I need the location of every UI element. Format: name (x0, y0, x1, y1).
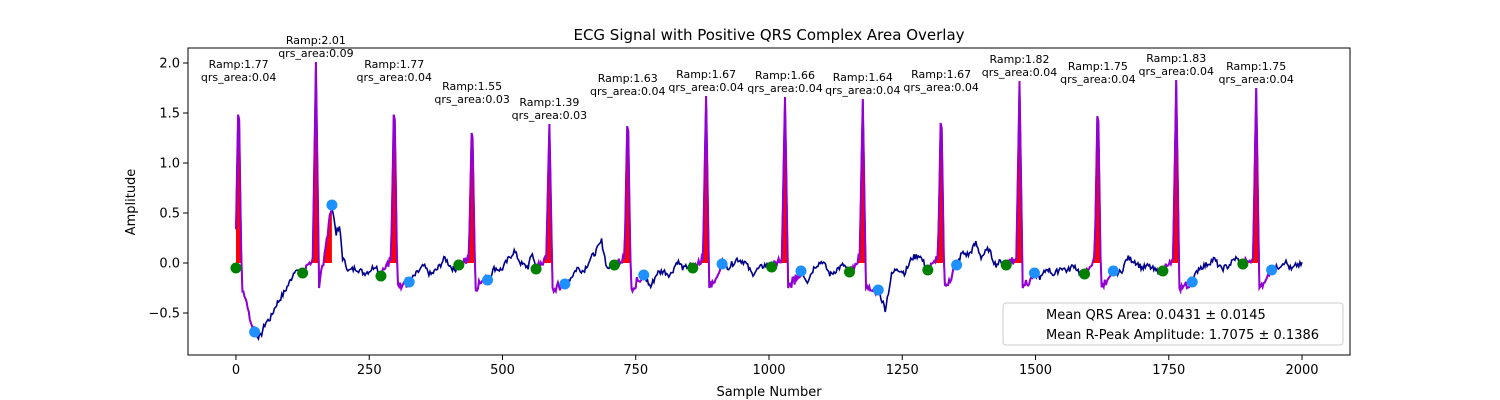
qrs-segment-line (302, 61, 333, 289)
ramp-label: Ramp:1.83 (1146, 52, 1206, 65)
ramp-label: Ramp:1.67 (676, 68, 736, 81)
qrs-segment-line (1005, 80, 1036, 289)
y-tick-label: 1.5 (159, 107, 180, 122)
y-tick-label: 1.0 (159, 157, 180, 172)
qrs-area-label: qrs_area:0.04 (982, 66, 1057, 79)
qrs-segment-line (1242, 87, 1272, 292)
qrs-onset-marker (922, 264, 934, 276)
qrs-segment-line (1083, 116, 1114, 291)
qrs-offset-marker (951, 259, 963, 271)
qrs-offset-marker (1107, 265, 1119, 277)
ramp-label: Ramp:1.75 (1226, 60, 1286, 73)
qrs-offset-marker (326, 199, 338, 211)
qrs-area-label: qrs_area:0.04 (1138, 65, 1213, 78)
qrs-area-label: qrs_area:0.04 (1060, 73, 1135, 86)
qrs-area-label: qrs_area:0.04 (668, 81, 743, 94)
qrs-segment-line (613, 126, 644, 295)
qrs-segment-line (927, 122, 958, 288)
qrs-offset-marker (872, 284, 884, 296)
qrs-offset-marker (1266, 264, 1278, 276)
qrs-area-fill (381, 114, 409, 263)
legend-box (1002, 302, 1344, 346)
qrs-segment-line (536, 123, 566, 295)
qrs-onset-marker (766, 261, 778, 273)
ramp-label: Ramp:1.82 (989, 53, 1049, 66)
qrs-onset-marker (1000, 259, 1012, 271)
qrs-area-label: qrs_area:0.04 (201, 71, 276, 84)
y-axis-label: Amplitude (124, 169, 139, 236)
qrs-offset-marker (1186, 276, 1198, 288)
x-tick-label: 750 (623, 363, 648, 378)
qrs-segment-line (1163, 79, 1194, 295)
qrs-offset-marker (482, 274, 494, 286)
qrs-segment-line (692, 95, 723, 289)
qrs-offset-marker (1028, 267, 1040, 279)
x-tick-label: 250 (357, 363, 382, 378)
ramp-label: Ramp:1.67 (911, 68, 971, 81)
qrs-onset-marker (1237, 258, 1249, 270)
qrs-area-label: qrs_area:0.09 (278, 47, 353, 60)
x-axis-label: Sample Number (716, 385, 822, 400)
y-tick-label: 0.0 (159, 257, 180, 272)
legend-entry: Mean QRS Area: 0.0431 ± 0.0145 (1046, 308, 1266, 323)
ramp-label: Ramp:1.77 (364, 58, 424, 71)
qrs-onset-marker (608, 259, 620, 271)
ramp-label: Ramp:1.75 (1068, 60, 1128, 73)
qrs-area-label: qrs_area:0.03 (512, 109, 587, 122)
qrs-offset-marker (249, 326, 261, 338)
y-tick-label: 2.0 (159, 57, 180, 72)
y-tick-label: −0.5 (148, 307, 180, 322)
qrs-onset-marker (687, 262, 699, 274)
qrs-onset-marker (297, 267, 309, 279)
ramp-label: Ramp:1.55 (442, 80, 502, 93)
qrs-offset-marker (559, 278, 571, 290)
x-tick-label: 1250 (886, 363, 919, 378)
qrs-area-label: qrs_area:0.04 (357, 71, 432, 84)
x-tick-label: 2000 (1285, 363, 1318, 378)
qrs-segment-line (771, 96, 802, 289)
x-tick-label: 1750 (1152, 363, 1185, 378)
y-axis: −0.5 0.0 0.5 1.0 1.5 2.0 (148, 57, 188, 322)
qrs-area-label: qrs_area:0.03 (434, 93, 509, 106)
ramp-label: Ramp:2.01 (286, 34, 346, 47)
qrs-onset-marker (1157, 265, 1169, 277)
qrs-offset-marker (403, 276, 415, 288)
ramp-label: Ramp:1.66 (755, 69, 815, 82)
qrs-offset-marker (795, 265, 807, 277)
qrs-segment-line (849, 98, 878, 298)
qrs-onset-marker (230, 262, 242, 274)
ramp-label: Ramp:1.77 (209, 58, 269, 71)
qrs-segment-line (235, 114, 256, 332)
qrs-offset-marker (716, 258, 728, 270)
qrs-area-label: qrs_area:0.04 (903, 81, 978, 94)
qrs-onset-marker (1079, 268, 1091, 280)
x-axis: 0 250 500 750 1000 1250 1500 1750 2000 (232, 355, 1319, 378)
qrs-onset-marker (530, 263, 542, 275)
qrs-area-label: qrs_area:0.04 (590, 85, 665, 98)
ramp-label: Ramp:1.64 (833, 71, 893, 84)
qrs-area-label: qrs_area:0.04 (1218, 73, 1293, 86)
legend-entry: Mean R-Peak Amplitude: 1.7075 ± 0.1386 (1046, 328, 1319, 343)
qrs-onset-marker (375, 270, 387, 282)
ramp-label: Ramp:1.63 (598, 72, 658, 85)
x-tick-label: 1500 (1019, 363, 1052, 378)
qrs-onset-marker (453, 259, 465, 271)
ramp-label: Ramp:1.39 (519, 96, 579, 109)
qrs-offset-marker (638, 269, 650, 281)
x-tick-label: 1000 (752, 363, 785, 378)
x-tick-label: 500 (490, 363, 515, 378)
legend: Mean QRS Area: 0.0431 ± 0.0145 Mean R-Pea… (1002, 302, 1344, 346)
qrs-area-label: qrs_area:0.04 (825, 84, 900, 97)
x-tick-label: 0 (232, 363, 240, 378)
chart-title: ECG Signal with Positive QRS Complex Are… (573, 26, 964, 44)
qrs-area-label: qrs_area:0.04 (747, 82, 822, 95)
y-tick-label: 0.5 (159, 207, 180, 222)
qrs-onset-marker (843, 266, 855, 278)
